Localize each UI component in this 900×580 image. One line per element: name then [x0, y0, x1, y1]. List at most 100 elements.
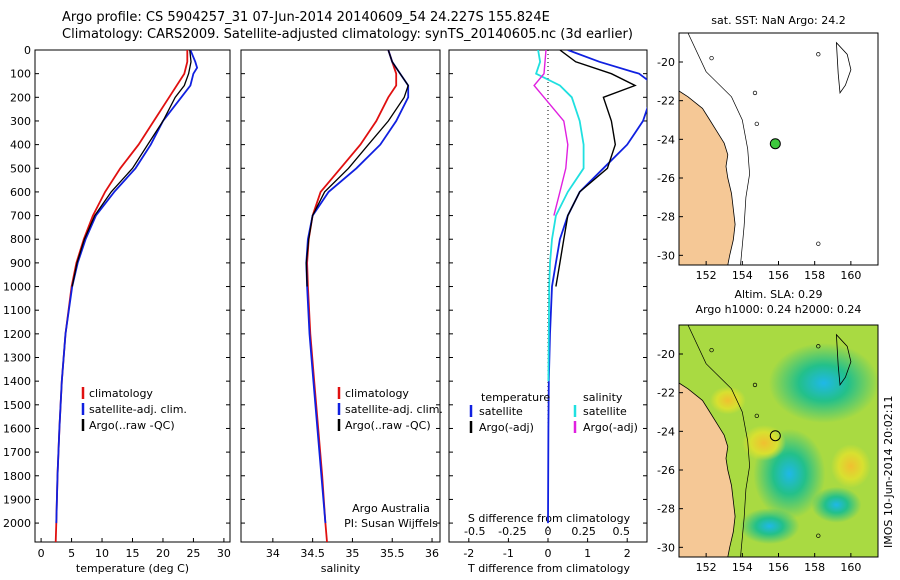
- sla-reef-outline: [835, 333, 852, 387]
- sal-series-argorawqc: [305, 50, 409, 287]
- sal-frame: [240, 49, 441, 543]
- sal-diff-tick-label: 0.5: [613, 525, 631, 538]
- sla-low-anomaly: [811, 486, 862, 523]
- float-position-marker: [769, 430, 781, 442]
- diff-xlabel: T difference from climatology: [467, 562, 630, 575]
- title-line-1: Argo profile: CS 5904257_31 07-Jun-2014 …: [62, 10, 550, 25]
- sst-ytick-label: -24: [657, 133, 675, 146]
- sla-island: [816, 533, 821, 538]
- sla-map-panel: 152 154 156 158 160 -20 -22 -24 -26 -28 -30 Altim. …: [657, 288, 879, 574]
- diff-series-temperatureargoadj: [555, 50, 637, 287]
- sst-island: [754, 121, 759, 127]
- depth-tick-label: 0: [24, 44, 31, 57]
- diff-legend-title-sal: salinity: [583, 391, 623, 404]
- sal-xtick-label: 34: [266, 547, 280, 560]
- temp-series-satelliteadjclim: [55, 50, 199, 524]
- sla-ytick-label: -30: [657, 541, 675, 554]
- diff-legend-label: satellite: [583, 405, 627, 418]
- title-line-2: Climatology: CARS2009. Satellite-adjuste…: [62, 27, 633, 42]
- sal-legend-label: climatology: [345, 387, 409, 400]
- sla-title: Altim. SLA: 0.29: [734, 288, 822, 301]
- temperature-panel: 0100200300400500600700800900100011001200…: [3, 44, 231, 575]
- sla-subtitle: Argo h1000: 0.24 h2000: 0.24: [696, 303, 862, 316]
- sst-xtick-label: 156: [768, 269, 789, 282]
- sst-xtick-label: 158: [804, 269, 825, 282]
- sst-map-panel: 152 154 156 158 160 -20 -22 -24 -26 -28 -30 sat. SS…: [657, 14, 879, 282]
- sst-island: [816, 241, 821, 246]
- sst-shelf-contour: [687, 33, 750, 265]
- depth-tick-label: 700: [10, 210, 31, 223]
- sal-legend-label: satellite-adj. clim.: [345, 403, 443, 416]
- diff-xtick-label: 2: [624, 547, 631, 560]
- sal-xtick-label: 35.5: [380, 547, 405, 560]
- temp-series-argorawqc: [71, 50, 192, 287]
- sla-island: [754, 413, 759, 419]
- sla-island: [816, 344, 821, 349]
- sal-diff-tick-label: -0.25: [498, 525, 526, 538]
- annotation-line-1: Argo Australia: [352, 502, 430, 515]
- sla-shelf-contour: [687, 325, 750, 557]
- sla-low-anomaly: [739, 508, 800, 545]
- sst-ytick-label: -30: [657, 249, 675, 262]
- depth-tick-label: 1400: [3, 375, 31, 388]
- salinity-panel: 34 34.5 35 35.5 36 salinity climatology satelli…: [240, 49, 443, 575]
- sla-xtick-label: 160: [840, 561, 861, 574]
- sla-xtick-label: 154: [732, 561, 753, 574]
- sla-xtick-label: 156: [768, 561, 789, 574]
- temp-xtick-label: 30: [217, 547, 231, 560]
- sal-xtick-label: 34.5: [300, 547, 325, 560]
- temp-xlabel: temperature (deg C): [76, 562, 189, 575]
- sla-ytick-label: -28: [657, 503, 675, 516]
- sla-high-anomaly: [742, 424, 787, 461]
- depth-tick-label: 100: [10, 68, 31, 81]
- sst-xtick-label: 160: [840, 269, 861, 282]
- diff-xtick-label: 1: [584, 547, 591, 560]
- sla-high-anomaly: [709, 386, 746, 415]
- diff-xtick-label: -1: [503, 547, 514, 560]
- sla-ytick-label: -26: [657, 464, 675, 477]
- temp-legend-label: satellite-adj. clim.: [89, 403, 187, 416]
- temp-legend-label: Argo(..raw -QC): [89, 419, 175, 432]
- sal-diff-tick-label: 0: [545, 525, 552, 538]
- depth-tick-label: 1300: [3, 352, 31, 365]
- diff-legend-title-temp: temperature: [481, 391, 550, 404]
- sst-island: [752, 90, 758, 96]
- diff-legend-label: Argo(-adj): [479, 421, 534, 434]
- sal-diff-tick-label: -0.5: [464, 525, 485, 538]
- sst-ytick-label: -28: [657, 211, 675, 224]
- diff-series-salinityargoadj: [533, 50, 569, 216]
- sla-land: [679, 382, 736, 557]
- sst-xtick-label: 152: [696, 269, 717, 282]
- diff-xtick-label: 0: [545, 547, 552, 560]
- depth-tick-label: 1100: [3, 304, 31, 317]
- sst-ytick-label: -26: [657, 172, 675, 185]
- sal-legend-label: Argo(..raw -QC): [345, 419, 431, 432]
- sst-xtick-label: 154: [732, 269, 753, 282]
- sla-island: [752, 382, 758, 388]
- sal-diff-label: S difference from climatology: [468, 512, 631, 525]
- sla-xtick-label: 158: [804, 561, 825, 574]
- depth-tick-label: 200: [10, 91, 31, 104]
- sst-land: [679, 90, 736, 265]
- sst-island: [816, 52, 821, 57]
- diff-legend-label: satellite: [479, 405, 523, 418]
- depth-tick-label: 2000: [3, 517, 31, 530]
- sla-ytick-label: -22: [657, 387, 675, 400]
- depth-tick-label: 300: [10, 115, 31, 128]
- sal-xtick-label: 35: [345, 547, 359, 560]
- annotation-line-2: PI: Susan Wijffels: [344, 517, 438, 530]
- sla-ytick-label: -24: [657, 425, 675, 438]
- depth-tick-label: 900: [10, 257, 31, 270]
- sal-xlabel: salinity: [321, 562, 361, 575]
- temp-xtick-label: 10: [95, 547, 109, 560]
- temp-xtick-label: 5: [68, 547, 75, 560]
- depth-tick-label: 1500: [3, 399, 31, 412]
- depth-tick-label: 800: [10, 233, 31, 246]
- temp-legend-label: climatology: [89, 387, 153, 400]
- sst-island: [709, 55, 714, 61]
- sst-ytick-label: -20: [657, 56, 675, 69]
- depth-tick-label: 1200: [3, 328, 31, 341]
- diff-series-salinitysatellite: [534, 50, 585, 382]
- depth-tick-label: 1700: [3, 446, 31, 459]
- depth-tick-label: 500: [10, 162, 31, 175]
